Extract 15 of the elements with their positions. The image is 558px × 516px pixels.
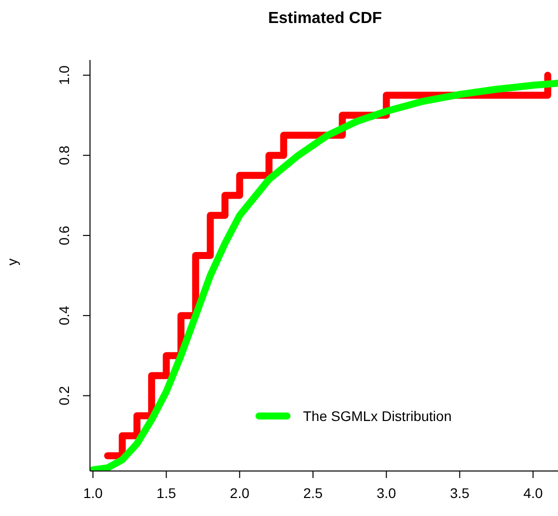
y-tick-label: 0.6 — [56, 226, 72, 246]
y-tick-label: 0.2 — [56, 386, 72, 406]
x-tick-label: 2.0 — [230, 484, 250, 501]
x-tick-label: 2.5 — [303, 484, 323, 501]
y-tick-label: 1.0 — [56, 65, 72, 85]
legend-label: The SGMLx Distribution — [303, 408, 452, 424]
y-axis-title: y — [4, 258, 20, 266]
x-tick-label: 3.0 — [376, 484, 396, 501]
x-tick-label: 1.5 — [156, 484, 176, 501]
x-tick-label: 4.0 — [523, 484, 543, 501]
x-tick-label: 1.0 — [83, 484, 103, 501]
x-tick-label: 3.5 — [450, 484, 470, 501]
y-tick-label: 0.4 — [56, 306, 72, 326]
chart-title: Estimated CDF — [267, 10, 383, 28]
y-tick-label: 0.8 — [56, 145, 72, 166]
